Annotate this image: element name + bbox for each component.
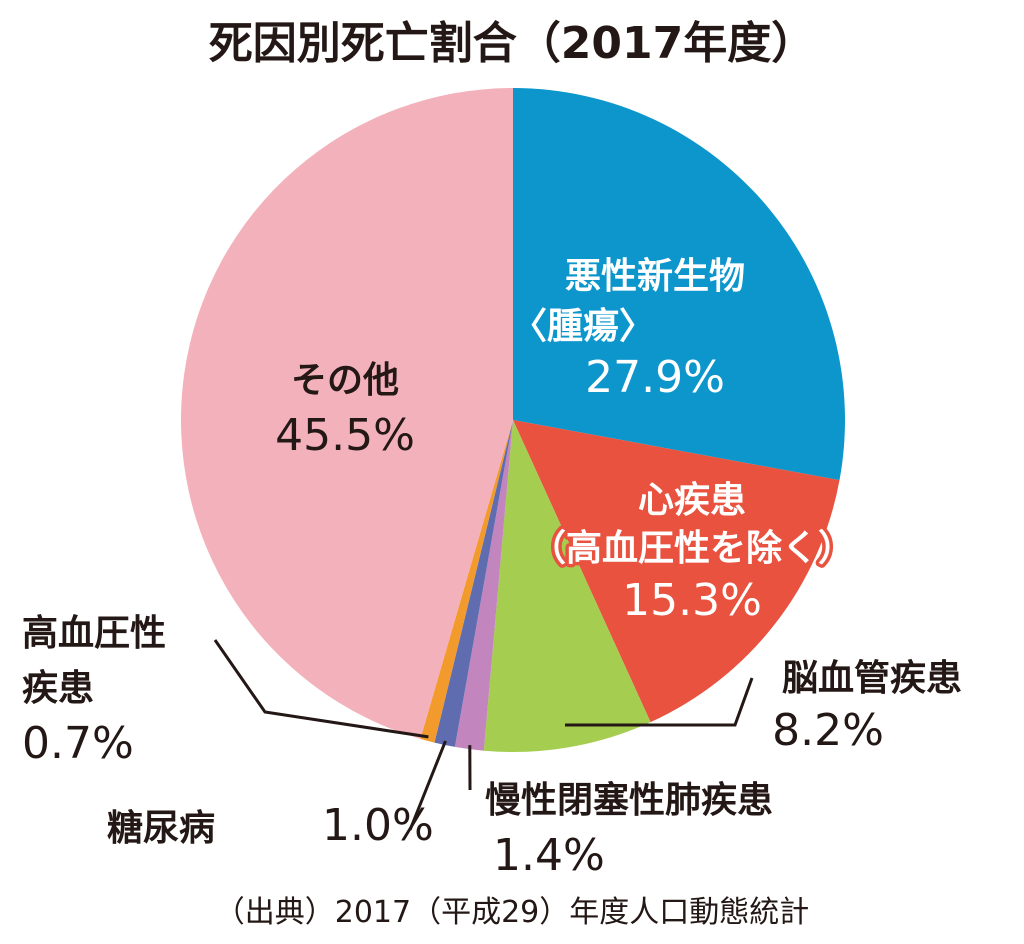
slice-label-1-line-0: 心疾患 bbox=[638, 480, 746, 521]
leader-lines bbox=[213, 639, 754, 831]
slice-label-5-line-0: 高血圧性 bbox=[22, 613, 166, 654]
source-note: （出典）2017（平成29）年度人口動態統計 bbox=[215, 895, 810, 930]
slice-label-6-line-0: その他 bbox=[291, 360, 399, 401]
slice-label-0-line-1: 〈腫瘍〉 bbox=[511, 306, 655, 347]
slice-value-4: 1.0% bbox=[322, 800, 434, 851]
slice-label-5-line-1: 疾患 bbox=[22, 668, 94, 709]
slice-label-2-line-0: 脳血管疾患 bbox=[782, 658, 962, 699]
slice-value-6: 45.5% bbox=[275, 410, 415, 461]
leader-line-2 bbox=[565, 677, 754, 727]
pie-slice-4 bbox=[434, 420, 513, 747]
slice-value-0: 27.9% bbox=[585, 352, 725, 403]
pie-slices bbox=[180, 88, 845, 753]
slice-label-4-line-0: 糖尿病 bbox=[107, 808, 215, 849]
pie-slice-2 bbox=[483, 420, 651, 753]
pie-slice-6 bbox=[180, 88, 514, 739]
slice-value-5: 0.7% bbox=[22, 718, 134, 769]
pie-slice-5 bbox=[420, 420, 513, 743]
slice-value-3: 1.4% bbox=[493, 830, 605, 881]
slice-value-2: 8.2% bbox=[772, 705, 884, 756]
slice-label-0-line-0: 悪性新生物 bbox=[565, 256, 745, 297]
slice-labels: 悪性新生物〈腫瘍〉 27.9% 心疾患 （高血圧性を除く） 15.3% 脳血管疾患 8.2%… bbox=[22, 256, 962, 881]
slice-label-3-line-0: 慢性閉塞性肺疾患 bbox=[485, 780, 773, 821]
chart-title: 死因別死亡割合（2017年度） bbox=[209, 18, 815, 69]
slice-label-1-line-1: （高血圧性を除く） bbox=[530, 528, 854, 569]
leader-line-5 bbox=[213, 639, 429, 739]
slice-value-1: 15.3% bbox=[622, 575, 762, 626]
pie-slice-3 bbox=[454, 420, 513, 751]
leader-line-4 bbox=[408, 740, 447, 831]
pie-slice-1 bbox=[513, 420, 840, 723]
pie-slice-0 bbox=[513, 88, 845, 481]
